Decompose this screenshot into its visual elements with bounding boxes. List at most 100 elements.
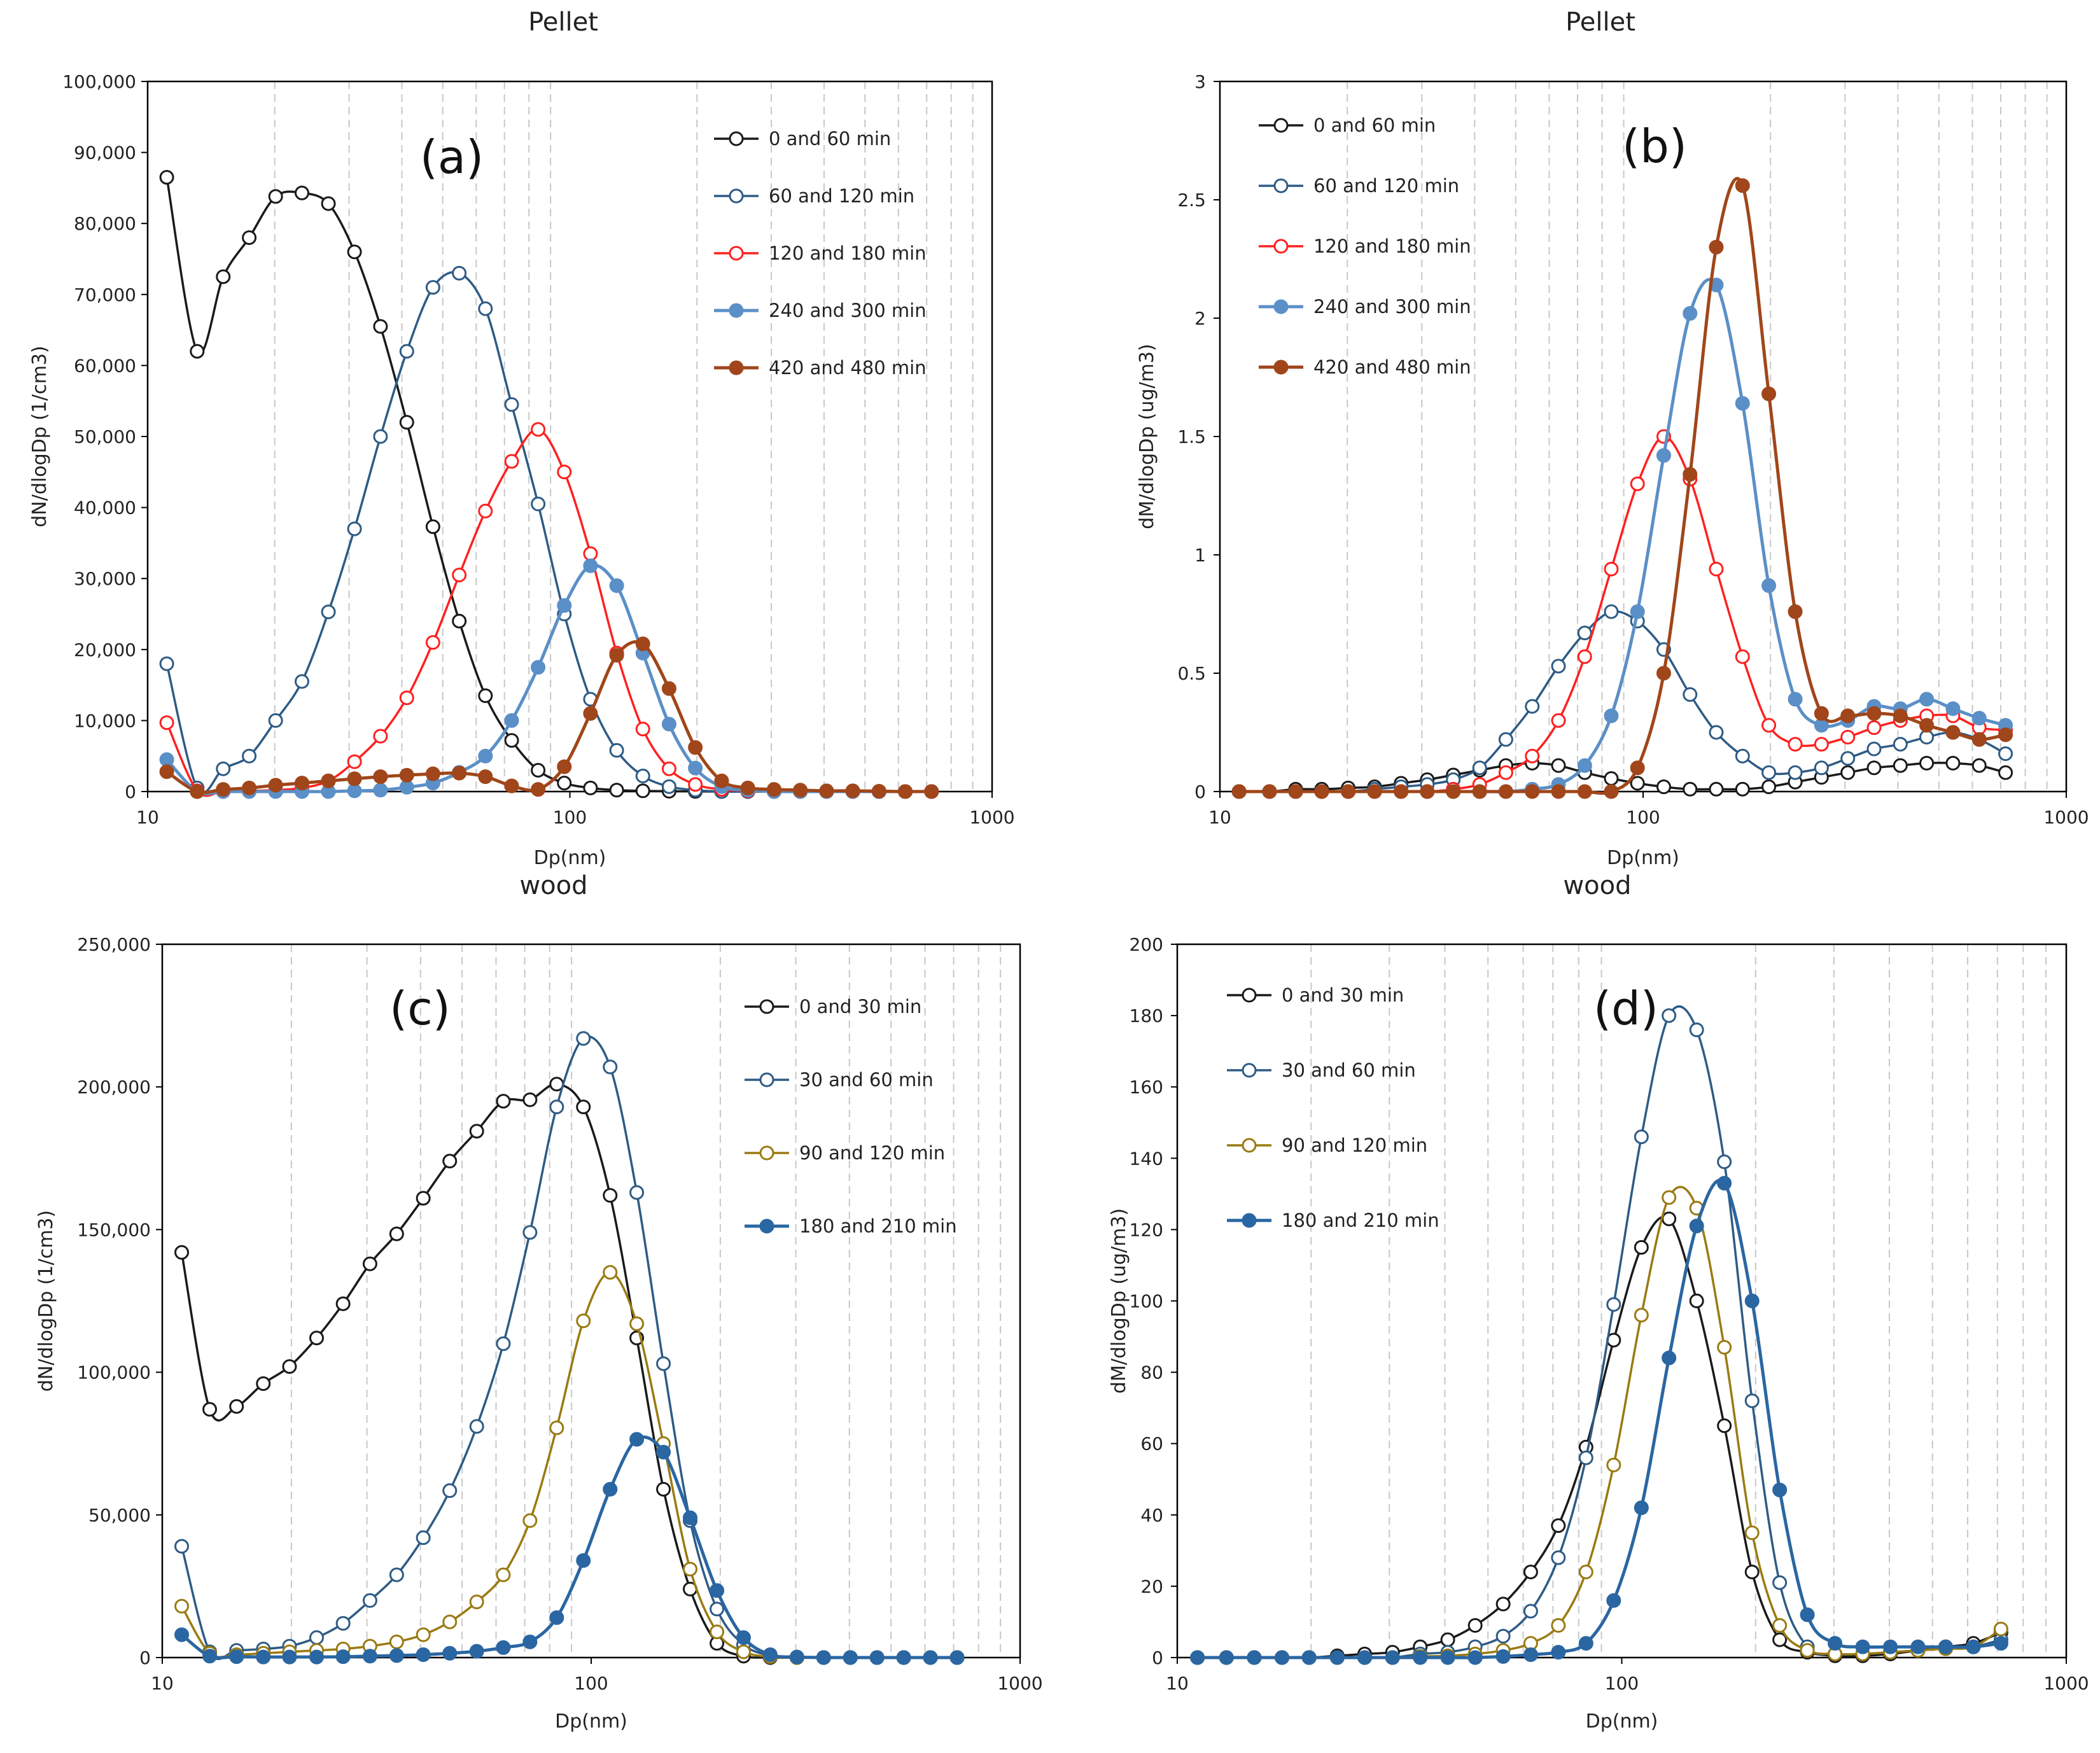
data-point xyxy=(557,776,572,791)
data-point xyxy=(736,1644,751,1659)
data-point xyxy=(1744,1294,1760,1308)
y-tick-label: 200 xyxy=(1130,934,1163,955)
series-line xyxy=(180,1271,957,1659)
y-tick-label: 1.5 xyxy=(1177,426,1206,447)
data-point xyxy=(1866,760,1882,776)
legend-item: 30 and 60 min xyxy=(745,1069,934,1091)
data-point xyxy=(1744,1393,1760,1408)
y-tick-label: 1 xyxy=(1194,545,1206,566)
data-point xyxy=(549,1100,564,1115)
legend-label: 0 and 30 min xyxy=(799,996,921,1017)
data-point xyxy=(321,196,336,211)
legend: 0 and 60 min 60 and 120 min 120 and 180 mi… xyxy=(1259,115,1471,378)
series-90-and-120-min xyxy=(1190,1185,2008,1665)
data-point xyxy=(1800,1643,1815,1658)
chart-title: wood xyxy=(1563,871,1631,900)
legend-item: 180 and 210 min xyxy=(1227,1210,1439,1231)
y-tick-label: 50,000 xyxy=(88,1505,151,1526)
y-tick-label: 0 xyxy=(125,781,136,802)
y-axis-title: dN/dlogDp (1/cm3) xyxy=(35,1210,57,1392)
data-point xyxy=(1709,561,1724,576)
legend-marker xyxy=(729,188,744,204)
data-point xyxy=(1357,1650,1372,1665)
data-point xyxy=(1866,706,1882,721)
data-point xyxy=(1301,1650,1317,1665)
data-point xyxy=(1190,1650,1205,1665)
legend-item: 180 and 210 min xyxy=(745,1215,957,1237)
data-point xyxy=(425,519,440,534)
y-tick-label: 2 xyxy=(1194,308,1206,329)
series-30-and-60-min xyxy=(174,1031,965,1665)
data-point xyxy=(442,1614,458,1630)
data-point xyxy=(1472,760,1487,776)
data-point xyxy=(1498,784,1513,799)
data-point xyxy=(1606,1593,1621,1608)
data-point xyxy=(1288,784,1303,799)
data-point xyxy=(504,397,519,412)
data-point xyxy=(174,1539,190,1554)
data-point xyxy=(159,170,174,185)
data-point xyxy=(1551,713,1566,728)
x-tick-label: 10 xyxy=(151,1673,174,1694)
legend-marker xyxy=(729,360,744,375)
data-point xyxy=(1840,751,1856,766)
data-point xyxy=(190,784,205,799)
legend-label: 420 and 480 min xyxy=(1313,356,1471,378)
legend: 0 and 30 min 30 and 60 min 90 and 120 min 1… xyxy=(1227,984,1439,1231)
data-point xyxy=(871,783,886,799)
data-point xyxy=(522,1513,538,1528)
y-tick-label: 30,000 xyxy=(74,568,136,589)
data-point xyxy=(583,558,598,573)
data-point xyxy=(603,1481,618,1497)
data-point xyxy=(425,766,440,781)
data-point xyxy=(1578,1450,1593,1465)
data-point xyxy=(399,415,414,430)
data-point xyxy=(268,713,283,728)
chart-title: wood xyxy=(519,871,587,900)
data-point xyxy=(1761,718,1777,733)
y-axis: 0 20 40 60 80 100 120 140 160 180 200 xyxy=(1130,934,1177,1668)
data-point xyxy=(710,1602,725,1617)
data-point xyxy=(603,1188,618,1203)
series-420-and-480-min xyxy=(159,636,939,799)
data-point xyxy=(362,1593,377,1608)
y-tick-label: 100,000 xyxy=(62,71,136,92)
data-point xyxy=(1744,1525,1760,1540)
data-point xyxy=(1630,476,1645,491)
data-point xyxy=(869,1650,885,1665)
data-point xyxy=(898,784,913,799)
legend-label: 180 and 210 min xyxy=(1282,1210,1439,1231)
legend-item: 120 and 180 min xyxy=(714,242,927,264)
data-point xyxy=(656,1444,671,1460)
x-axis-title: Dp(nm) xyxy=(534,847,606,869)
data-point xyxy=(416,1647,431,1663)
legend-marker xyxy=(1273,360,1289,375)
data-point xyxy=(549,1610,564,1625)
legend-label: 180 and 210 min xyxy=(799,1215,957,1237)
data-point xyxy=(609,578,624,593)
data-point xyxy=(1993,1636,2008,1651)
data-point xyxy=(1577,625,1592,641)
data-point xyxy=(1772,1575,1788,1590)
legend-label: 90 and 120 min xyxy=(799,1142,945,1164)
data-point xyxy=(242,748,257,764)
y-tick-label: 250,000 xyxy=(77,934,151,955)
data-point xyxy=(793,783,808,798)
series-line xyxy=(1239,435,2006,793)
data-point xyxy=(1938,1639,1953,1654)
legend-item: 420 and 480 min xyxy=(714,357,927,379)
data-point xyxy=(416,1530,431,1546)
x-tick-label: 1000 xyxy=(997,1673,1042,1694)
data-point xyxy=(174,1245,190,1260)
data-point xyxy=(896,1650,911,1665)
y-tick-label: 90,000 xyxy=(74,143,136,164)
series-line xyxy=(165,177,932,793)
data-point xyxy=(425,635,440,650)
data-point xyxy=(1761,779,1777,795)
data-point xyxy=(1498,765,1513,780)
gridlines xyxy=(1310,944,2047,1658)
data-point xyxy=(1523,1603,1538,1619)
data-point xyxy=(1945,755,1961,771)
data-point xyxy=(1998,765,2013,780)
y-tick-label: 0.5 xyxy=(1177,663,1206,684)
